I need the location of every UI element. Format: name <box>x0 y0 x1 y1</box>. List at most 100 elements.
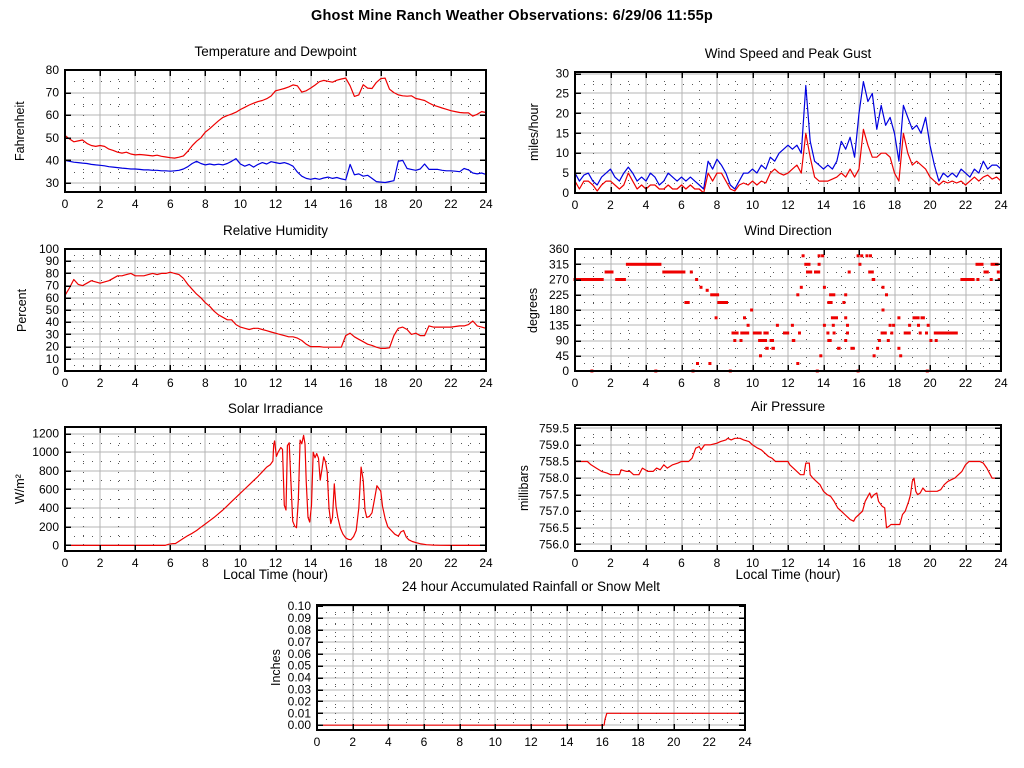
peak-gust-line <box>574 81 1002 190</box>
svg-text:22: 22 <box>959 376 973 390</box>
svg-text:12: 12 <box>269 376 283 390</box>
svg-text:5: 5 <box>562 166 569 180</box>
svg-text:2: 2 <box>607 556 614 570</box>
svg-text:0.03: 0.03 <box>288 683 312 697</box>
svg-text:135: 135 <box>549 318 569 332</box>
svg-text:24: 24 <box>479 376 493 390</box>
rainfall-line <box>317 712 745 726</box>
svg-text:6: 6 <box>167 376 174 390</box>
svg-text:18: 18 <box>374 556 388 570</box>
svg-text:40: 40 <box>46 315 60 329</box>
svg-text:200: 200 <box>39 520 59 534</box>
svg-text:0: 0 <box>562 364 569 378</box>
svg-text:2: 2 <box>97 376 104 390</box>
svg-text:80: 80 <box>46 266 60 280</box>
svg-text:20: 20 <box>409 556 423 570</box>
svg-text:12: 12 <box>781 556 795 570</box>
svg-text:0: 0 <box>562 186 569 200</box>
humidity-line <box>64 271 487 349</box>
svg-text:10: 10 <box>234 376 248 390</box>
svg-text:8: 8 <box>456 735 463 749</box>
svg-text:0: 0 <box>52 538 59 552</box>
relative-humidity-title: Relative Humidity <box>222 223 329 238</box>
svg-text:0.05: 0.05 <box>288 659 312 673</box>
svg-text:24: 24 <box>479 556 493 570</box>
svg-text:270: 270 <box>549 273 569 287</box>
svg-text:14: 14 <box>817 376 831 390</box>
page-title: Ghost Mine Ranch Weather Observations: 6… <box>311 8 713 24</box>
svg-text:12: 12 <box>269 556 283 570</box>
svg-text:10: 10 <box>556 146 570 160</box>
svg-text:0.09: 0.09 <box>288 611 312 625</box>
svg-text:0: 0 <box>52 364 59 378</box>
temperature-dewpoint-title: Temperature and Dewpoint <box>194 44 357 59</box>
svg-text:2: 2 <box>97 556 104 570</box>
svg-text:6: 6 <box>678 556 685 570</box>
svg-text:6: 6 <box>167 556 174 570</box>
svg-text:4: 4 <box>643 198 650 212</box>
svg-text:30: 30 <box>46 176 60 190</box>
svg-text:20: 20 <box>409 197 423 211</box>
wind-direction-marks <box>573 254 1001 373</box>
svg-text:60: 60 <box>46 108 60 122</box>
wind-direction-plot: 0 2 4 6 8 10 12 14 16 18 20 22 240459013518022527031… <box>549 243 1008 390</box>
svg-text:4: 4 <box>132 376 139 390</box>
svg-text:360: 360 <box>549 243 569 256</box>
svg-text:756.5: 756.5 <box>539 521 569 535</box>
svg-text:14: 14 <box>817 198 831 212</box>
svg-text:14: 14 <box>560 735 574 749</box>
svg-text:0: 0 <box>572 376 579 390</box>
svg-text:0.02: 0.02 <box>288 694 312 708</box>
solar-irradiance-axis-frame <box>64 426 487 552</box>
svg-text:18: 18 <box>888 198 902 212</box>
solar-irradiance-tick-labels: 0 2 4 6 8 10 12 14 16 18 20 22 240200400600800100012… <box>32 427 493 571</box>
svg-text:16: 16 <box>339 376 353 390</box>
svg-text:22: 22 <box>444 556 458 570</box>
svg-text:10: 10 <box>489 735 503 749</box>
svg-text:6: 6 <box>167 197 174 211</box>
svg-text:14: 14 <box>817 556 831 570</box>
svg-text:2: 2 <box>97 197 104 211</box>
svg-text:18: 18 <box>374 376 388 390</box>
svg-text:4: 4 <box>385 735 392 749</box>
svg-text:20: 20 <box>667 735 681 749</box>
svg-text:50: 50 <box>46 303 60 317</box>
svg-text:70: 70 <box>46 86 60 100</box>
relative-humidity-plot: 0 2 4 6 8 10 12 14 16 18 20 22 240102030405060708090… <box>39 243 493 390</box>
svg-text:24: 24 <box>738 735 752 749</box>
svg-text:16: 16 <box>852 198 866 212</box>
rainfall-axis-frame <box>316 604 746 731</box>
air-pressure-plot: 0 2 4 6 8 10 12 14 16 18 20 22 24756.0756.5757.0757.… <box>539 421 1008 570</box>
svg-text:0.10: 0.10 <box>288 599 312 613</box>
svg-text:10: 10 <box>46 352 60 366</box>
svg-text:0.06: 0.06 <box>288 647 312 661</box>
svg-text:759.0: 759.0 <box>539 438 569 452</box>
svg-text:0.04: 0.04 <box>288 671 312 685</box>
svg-text:4: 4 <box>643 556 650 570</box>
svg-text:18: 18 <box>374 197 388 211</box>
svg-text:22: 22 <box>959 556 973 570</box>
svg-text:0: 0 <box>314 735 321 749</box>
svg-text:14: 14 <box>304 556 318 570</box>
svg-text:315: 315 <box>549 257 569 271</box>
relative-humidity-tick-labels: 0 2 4 6 8 10 12 14 16 18 20 22 240102030405060708090… <box>39 243 493 390</box>
svg-text:12: 12 <box>781 376 795 390</box>
svg-text:60: 60 <box>46 291 60 305</box>
svg-text:45: 45 <box>556 349 570 363</box>
svg-text:20: 20 <box>46 340 60 354</box>
svg-text:12: 12 <box>781 198 795 212</box>
svg-text:20: 20 <box>923 376 937 390</box>
svg-text:757.0: 757.0 <box>539 504 569 518</box>
svg-text:15: 15 <box>556 126 570 140</box>
air-pressure-title: Air Pressure <box>750 399 826 414</box>
svg-text:2: 2 <box>607 376 614 390</box>
svg-text:756.0: 756.0 <box>539 537 569 551</box>
relative-humidity-axis-frame <box>64 248 487 372</box>
wind-direction-title: Wind Direction <box>744 223 832 238</box>
svg-text:22: 22 <box>444 376 458 390</box>
svg-text:225: 225 <box>549 288 569 302</box>
svg-text:2: 2 <box>349 735 356 749</box>
air-pressure-tick-labels: 0 2 4 6 8 10 12 14 16 18 20 22 24756.0756.5757.0757.… <box>539 421 1008 570</box>
